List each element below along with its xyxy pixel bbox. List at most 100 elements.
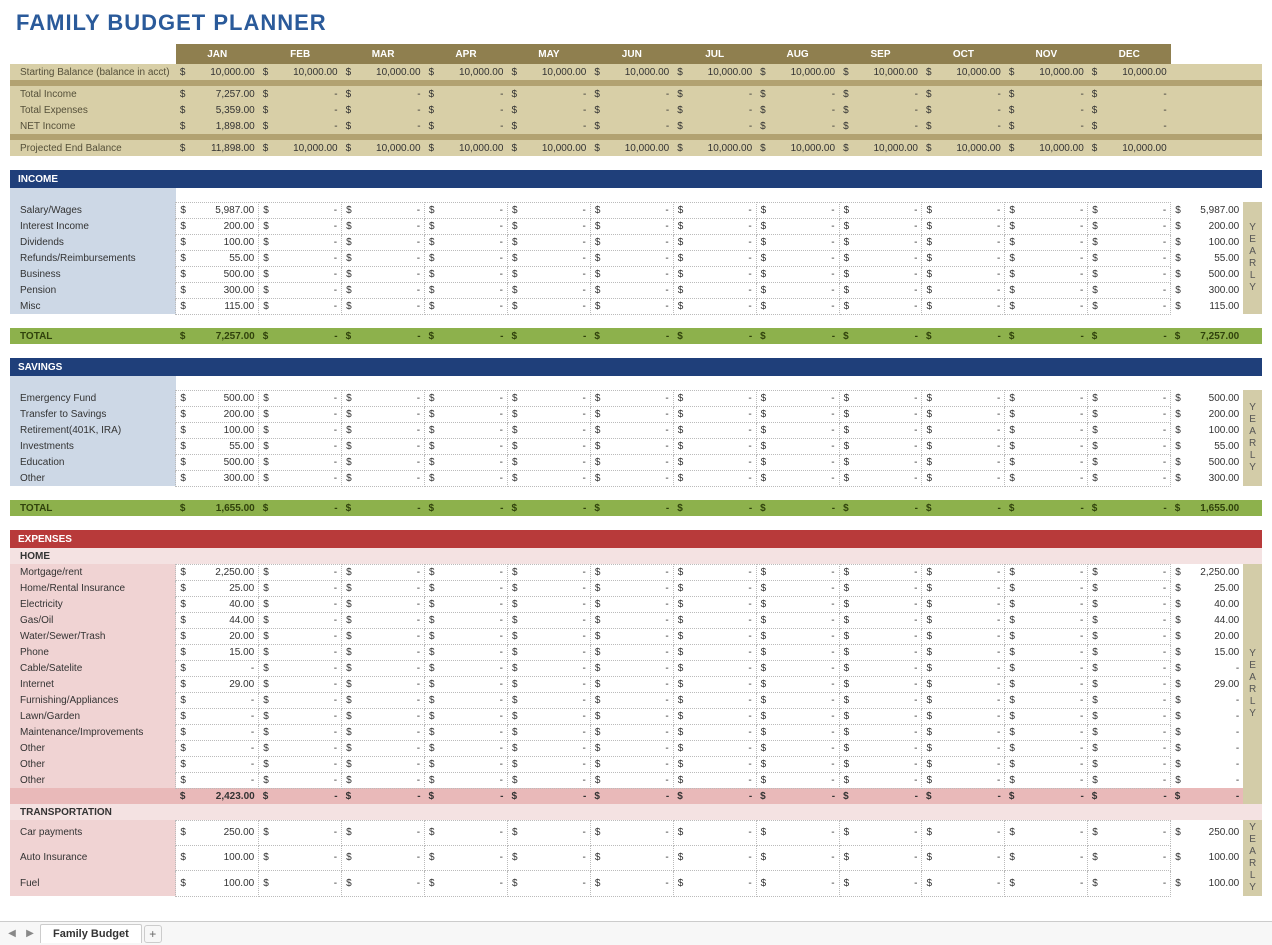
money-cell[interactable]: $-: [673, 596, 756, 612]
money-cell[interactable]: $-: [342, 406, 425, 422]
money-cell[interactable]: $-: [507, 328, 590, 344]
money-cell[interactable]: $-: [342, 202, 425, 218]
money-cell[interactable]: $-: [425, 820, 508, 845]
money-cell[interactable]: $-: [673, 845, 756, 870]
money-cell[interactable]: $-: [1088, 871, 1171, 896]
money-cell[interactable]: $300.00: [176, 282, 259, 298]
money-cell[interactable]: $200.00: [176, 218, 259, 234]
money-cell[interactable]: $-: [1088, 390, 1171, 406]
money-cell[interactable]: $-: [673, 390, 756, 406]
money-cell[interactable]: $-: [756, 86, 839, 102]
money-cell[interactable]: $-: [342, 724, 425, 740]
money-cell[interactable]: $-: [1088, 676, 1171, 692]
money-cell[interactable]: $-: [425, 454, 508, 470]
money-cell[interactable]: $1,655.00: [176, 500, 259, 516]
money-cell[interactable]: $10,000.00: [756, 64, 839, 80]
money-cell[interactable]: $-: [756, 564, 839, 580]
money-cell[interactable]: $-: [839, 845, 922, 870]
money-cell[interactable]: $-: [839, 708, 922, 724]
money-cell[interactable]: $-: [922, 644, 1005, 660]
money-cell[interactable]: $-: [1005, 612, 1088, 628]
money-cell[interactable]: $-: [756, 692, 839, 708]
money-cell[interactable]: $29.00: [176, 676, 259, 692]
money-cell[interactable]: $-: [673, 298, 756, 314]
money-cell[interactable]: $-: [259, 102, 342, 118]
money-cell[interactable]: $-: [756, 676, 839, 692]
money-cell[interactable]: $-: [756, 390, 839, 406]
money-cell[interactable]: $10,000.00: [507, 140, 590, 156]
sheet-tab-active[interactable]: Family Budget: [40, 924, 142, 943]
money-cell[interactable]: $-: [507, 250, 590, 266]
money-cell[interactable]: $-: [839, 298, 922, 314]
money-cell[interactable]: $-: [1005, 266, 1088, 282]
money-cell[interactable]: $-: [756, 470, 839, 486]
money-cell[interactable]: $2,250.00: [1171, 564, 1244, 580]
money-cell[interactable]: $-: [590, 406, 673, 422]
money-cell[interactable]: $-: [425, 660, 508, 676]
money-cell[interactable]: $-: [673, 628, 756, 644]
money-cell[interactable]: $-: [756, 788, 839, 804]
money-cell[interactable]: $-: [1088, 580, 1171, 596]
money-cell[interactable]: $-: [507, 740, 590, 756]
money-cell[interactable]: $-: [1088, 298, 1171, 314]
money-cell[interactable]: $-: [259, 328, 342, 344]
money-cell[interactable]: $-: [673, 438, 756, 454]
money-cell[interactable]: $-: [1088, 628, 1171, 644]
money-cell[interactable]: $-: [425, 628, 508, 644]
money-cell[interactable]: $-: [673, 676, 756, 692]
money-cell[interactable]: $-: [259, 871, 342, 896]
money-cell[interactable]: $-: [507, 580, 590, 596]
money-cell[interactable]: $-: [1088, 406, 1171, 422]
money-cell[interactable]: $-: [1005, 580, 1088, 596]
money-cell[interactable]: $-: [922, 422, 1005, 438]
money-cell[interactable]: $-: [507, 660, 590, 676]
money-cell[interactable]: $-: [507, 390, 590, 406]
money-cell[interactable]: $-: [1005, 692, 1088, 708]
money-cell[interactable]: $-: [1171, 772, 1244, 788]
money-cell[interactable]: $-: [673, 266, 756, 282]
money-cell[interactable]: $-: [1088, 118, 1171, 134]
money-cell[interactable]: $-: [1088, 660, 1171, 676]
money-cell[interactable]: $-: [922, 612, 1005, 628]
money-cell[interactable]: $-: [839, 644, 922, 660]
money-cell[interactable]: $-: [342, 86, 425, 102]
money-cell[interactable]: $-: [1005, 438, 1088, 454]
money-cell[interactable]: $-: [922, 328, 1005, 344]
money-cell[interactable]: $-: [342, 708, 425, 724]
money-cell[interactable]: $10,000.00: [176, 64, 259, 80]
money-cell[interactable]: $-: [259, 628, 342, 644]
money-cell[interactable]: $200.00: [176, 406, 259, 422]
money-cell[interactable]: $-: [839, 86, 922, 102]
money-cell[interactable]: $-: [1005, 820, 1088, 845]
money-cell[interactable]: $-: [1088, 644, 1171, 660]
money-cell[interactable]: $-: [507, 708, 590, 724]
money-cell[interactable]: $-: [176, 756, 259, 772]
money-cell[interactable]: $100.00: [176, 422, 259, 438]
money-cell[interactable]: $-: [839, 756, 922, 772]
money-cell[interactable]: $-: [507, 218, 590, 234]
money-cell[interactable]: $-: [259, 454, 342, 470]
money-cell[interactable]: $-: [1171, 724, 1244, 740]
money-cell[interactable]: $-: [590, 390, 673, 406]
money-cell[interactable]: $10,000.00: [1088, 64, 1171, 80]
money-cell[interactable]: $-: [425, 692, 508, 708]
money-cell[interactable]: $-: [1005, 102, 1088, 118]
money-cell[interactable]: $-: [425, 102, 508, 118]
money-cell[interactable]: $-: [1005, 772, 1088, 788]
money-cell[interactable]: $-: [673, 644, 756, 660]
money-cell[interactable]: $-: [507, 596, 590, 612]
money-cell[interactable]: $-: [590, 580, 673, 596]
money-cell[interactable]: $-: [425, 676, 508, 692]
money-cell[interactable]: $-: [839, 724, 922, 740]
money-cell[interactable]: $500.00: [1171, 266, 1244, 282]
money-cell[interactable]: $-: [922, 676, 1005, 692]
money-cell[interactable]: $-: [342, 596, 425, 612]
money-cell[interactable]: $-: [176, 660, 259, 676]
money-cell[interactable]: $-: [507, 628, 590, 644]
money-cell[interactable]: $-: [673, 86, 756, 102]
money-cell[interactable]: $-: [839, 328, 922, 344]
money-cell[interactable]: $-: [1005, 234, 1088, 250]
money-cell[interactable]: $-: [425, 118, 508, 134]
money-cell[interactable]: $100.00: [176, 871, 259, 896]
money-cell[interactable]: $-: [1005, 282, 1088, 298]
